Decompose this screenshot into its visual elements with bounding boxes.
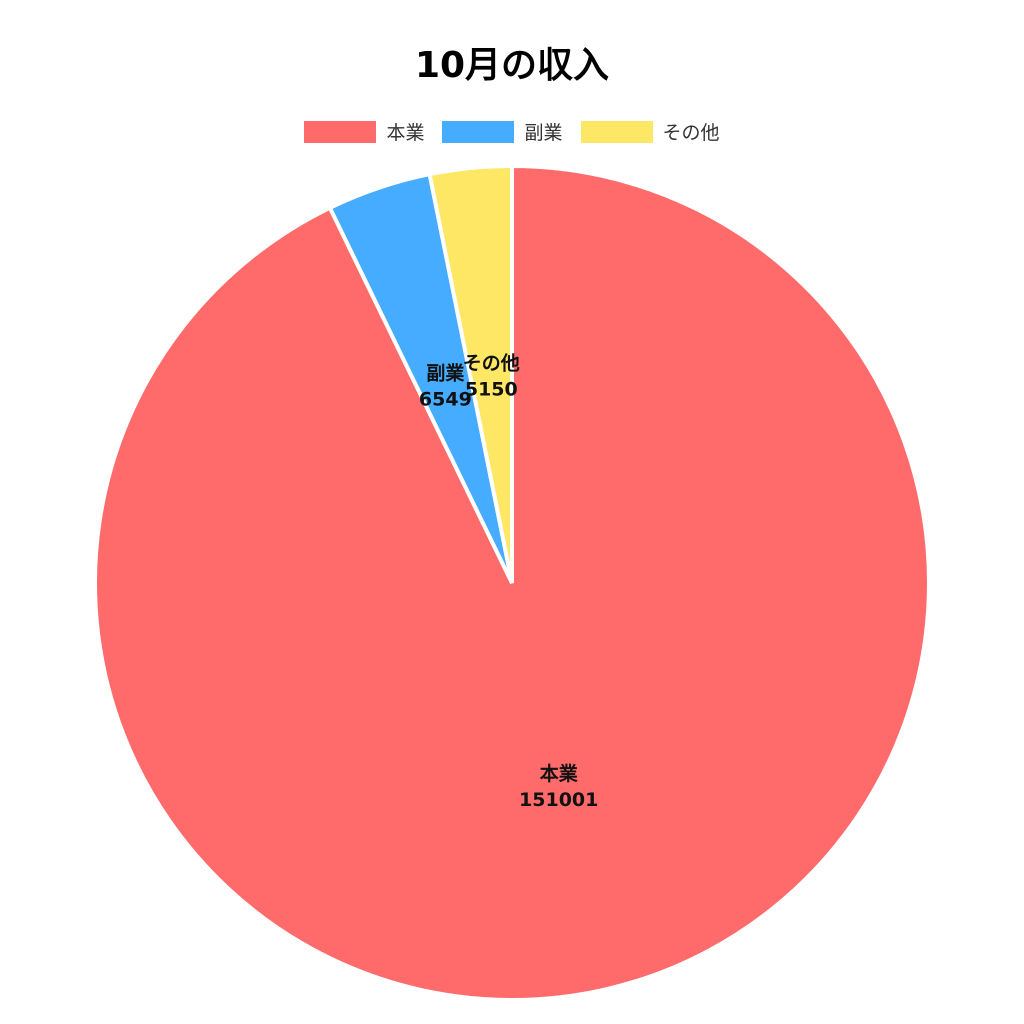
data-label: その他 5150	[463, 352, 520, 401]
legend-swatch	[304, 120, 377, 143]
pie-slice-3[interactable]	[427, 163, 514, 584]
legend: 本業 副業 その他	[0, 118, 1024, 145]
legend-label: 本業	[386, 122, 425, 144]
legend-swatch	[442, 120, 515, 143]
legend-item[interactable]: その他	[580, 118, 720, 145]
chart-title: 10月の収入	[414, 45, 610, 86]
legend-item[interactable]: 副業	[442, 118, 563, 145]
legend-label: 副業	[524, 122, 563, 144]
data-label: 本業 151001	[519, 762, 598, 811]
data-label: 副業 6549	[419, 361, 472, 410]
legend-label: その他	[662, 122, 720, 144]
legend-swatch	[580, 120, 653, 143]
legend-item[interactable]: 本業	[304, 118, 424, 145]
